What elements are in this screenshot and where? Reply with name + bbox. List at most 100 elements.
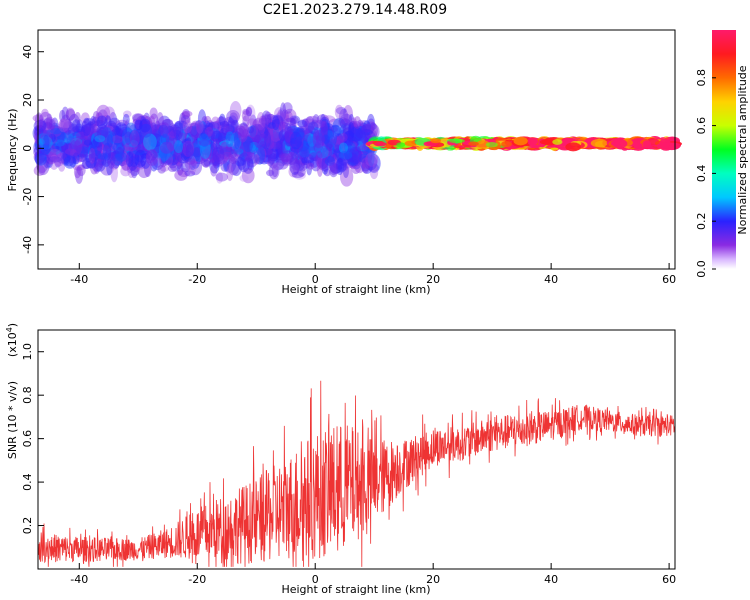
spectrogram-cell <box>350 159 362 174</box>
spectrogram-cell <box>120 153 132 171</box>
spectrogram-cell <box>321 156 329 175</box>
spectrogram-cell <box>274 111 288 129</box>
spectrogram-cell <box>87 123 100 134</box>
spectrogram-cell <box>63 118 73 135</box>
spectrogram-cell <box>245 104 256 124</box>
spectrogram-cell <box>238 125 248 143</box>
spectrogram-cell <box>181 147 189 160</box>
spectrogram-cell <box>131 146 145 155</box>
spectrogram-cell <box>196 124 209 134</box>
spectrogram-cell <box>97 157 107 166</box>
spectrogram-cell <box>115 122 128 137</box>
spectrogram-cell <box>123 155 130 162</box>
spectrogram-cell <box>291 171 304 179</box>
spectrogram-cell <box>312 114 320 131</box>
spectrogram-cell <box>129 129 140 147</box>
spectrogram-cell <box>110 163 118 183</box>
spectrogram-cell <box>239 174 249 182</box>
spectrogram-cell <box>216 116 227 127</box>
spectrogram-cell <box>181 110 193 117</box>
spectrogram-cell <box>334 148 341 158</box>
spectrogram-cell <box>309 155 319 168</box>
spectrogram-cell <box>271 141 279 150</box>
spectrogram-cell <box>343 161 354 169</box>
y-tick-label: 0.2 <box>21 517 34 535</box>
spectrogram-cell <box>185 143 194 160</box>
spectrogram-cell <box>65 109 76 121</box>
spectrogram-cell <box>259 126 269 139</box>
spectrogram-cell <box>65 141 72 159</box>
spectrogram-cell <box>258 141 268 161</box>
spectrogram-cell <box>81 123 89 140</box>
spectrogram-cell <box>255 157 266 165</box>
y-tick-label: 0 <box>21 145 34 152</box>
spectrogram-cell <box>82 157 91 170</box>
spectrogram-cell <box>173 140 184 154</box>
spectrogram-cell <box>93 154 107 172</box>
spectrogram-cell <box>79 147 91 155</box>
spectrogram-cell <box>253 134 266 149</box>
spectrogram-cell <box>71 119 81 134</box>
spectrogram-cell <box>301 157 308 164</box>
spectrogram-cell <box>180 138 192 154</box>
spectrogram-cell <box>65 107 76 121</box>
spectrogram-cell <box>89 159 99 175</box>
spectrogram-cell <box>190 159 197 167</box>
spectrogram-cell <box>369 122 377 131</box>
spectrogram-cell <box>109 111 118 128</box>
spectrogram-cell <box>136 163 146 170</box>
spectrogram-cell <box>132 145 145 156</box>
spectrogram-cell <box>36 155 49 174</box>
spectrogram-cell <box>253 130 262 139</box>
spectrogram-cell <box>84 139 92 146</box>
spectrogram-cell <box>350 117 358 133</box>
spectrogram-cell <box>130 161 138 179</box>
spectrogram-cell <box>192 147 201 162</box>
spectrogram-cell <box>125 150 134 159</box>
spectrogram-cell <box>330 163 343 174</box>
spectrogram-cell <box>485 141 498 148</box>
spectrogram-cell <box>273 152 286 161</box>
spectrogram-cell <box>59 109 66 123</box>
spectrogram-cell <box>271 115 280 131</box>
spectrogram-cell <box>374 141 387 147</box>
spectrogram-cell <box>226 109 240 124</box>
spectrogram-cell <box>301 160 312 169</box>
spectrogram-cell <box>106 158 113 176</box>
spectrogram-cell <box>149 107 158 120</box>
spectrogram-cell <box>43 155 54 169</box>
spectrogram-cell <box>367 118 375 127</box>
spectrogram-cell <box>338 132 348 142</box>
spectrogram-cell <box>105 124 118 131</box>
spectrogram-cell <box>131 149 140 169</box>
spectrogram-cell <box>268 163 280 180</box>
spectrogram-cell <box>60 148 71 166</box>
spectrogram-cell <box>246 125 260 146</box>
y-tick-label: 0.4 <box>21 473 34 491</box>
spectrogram-cell <box>60 153 70 165</box>
spectrogram-cell <box>297 129 305 143</box>
spectrogram-cell <box>271 115 284 132</box>
spectrogram-cell <box>49 118 56 131</box>
spectrogram-cell <box>659 138 671 148</box>
spectrogram-cell <box>48 148 63 161</box>
spectrogram-cell <box>215 154 228 165</box>
spectrogram-cell <box>256 146 267 164</box>
spectrogram-cell <box>197 109 207 129</box>
spectrogram-cell <box>207 121 216 141</box>
spectrogram-cell <box>304 116 315 133</box>
spectrogram-cell <box>165 139 175 158</box>
spectrogram-cell <box>105 120 118 138</box>
spectrogram-cell <box>73 140 82 155</box>
spectrogram-cell <box>33 165 46 176</box>
spectrogram-cell <box>49 154 59 170</box>
y-tick-label: 20 <box>21 93 34 107</box>
spectrogram-cell <box>340 129 347 139</box>
spectrogram-cell <box>256 123 270 134</box>
spectrogram-cell <box>96 147 103 162</box>
spectrogram-cell <box>280 109 290 129</box>
colorbar-tick-label: 0.2 <box>695 212 708 230</box>
spectrogram-cell <box>190 147 202 157</box>
spectrogram-cell <box>167 165 178 172</box>
